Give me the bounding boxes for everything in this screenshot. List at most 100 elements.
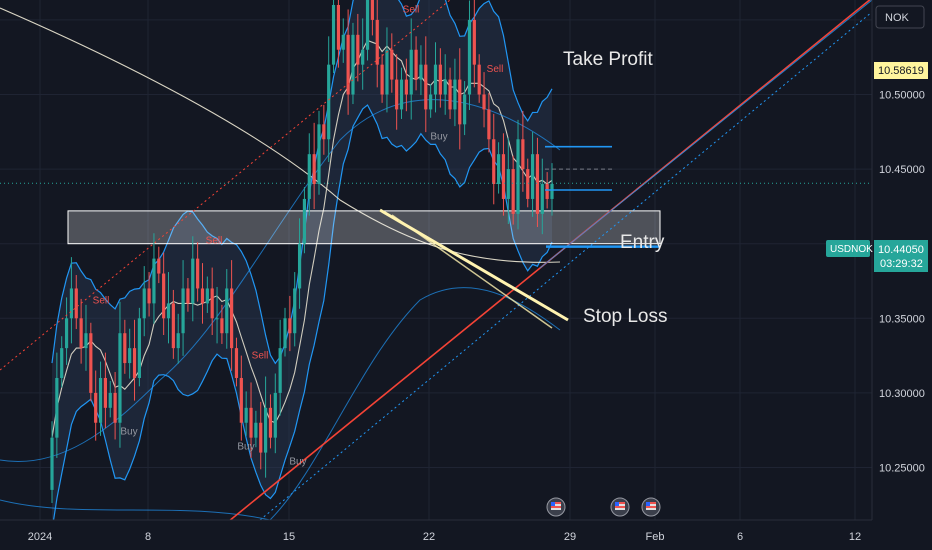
candle-body xyxy=(443,79,447,95)
candle-body xyxy=(526,169,530,199)
time-tick-label: Feb xyxy=(646,531,665,543)
candle-body xyxy=(414,49,418,80)
candle-body xyxy=(351,34,355,95)
candle-body xyxy=(60,348,64,378)
candle-body xyxy=(438,64,442,95)
candle-body xyxy=(317,124,321,185)
candle-body xyxy=(79,318,83,349)
candle-body xyxy=(302,198,307,244)
signal-sell: Sell xyxy=(487,64,504,75)
candle-body xyxy=(346,34,350,95)
candle-body xyxy=(453,79,457,110)
candle-body xyxy=(200,288,205,304)
candle-body xyxy=(327,64,331,140)
descending-trendline-inner xyxy=(391,214,553,329)
price-tick-label: 10.25000 xyxy=(879,463,925,475)
candle-body xyxy=(545,184,549,199)
long-moving-average xyxy=(0,7,561,263)
signal-buy: Buy xyxy=(120,427,137,438)
signal-buy: Buy xyxy=(237,442,254,453)
candle-body xyxy=(448,79,452,110)
candle-body xyxy=(540,184,544,214)
candle-body xyxy=(516,139,520,214)
candle-body xyxy=(157,258,161,274)
economic-events[interactable] xyxy=(546,497,661,517)
lower-band xyxy=(52,104,553,520)
price-tick-label: 10.50000 xyxy=(879,90,925,102)
candle-body xyxy=(550,184,554,199)
stop-loss-label: Stop Loss xyxy=(583,306,668,327)
candle-body xyxy=(390,49,394,80)
candle-body xyxy=(497,154,501,185)
candle-body xyxy=(55,377,59,438)
candle-body xyxy=(288,318,292,334)
candle-body xyxy=(356,34,360,65)
us-flag-icon[interactable] xyxy=(546,497,566,517)
us-flag-icon[interactable] xyxy=(641,497,661,517)
candle-body xyxy=(166,303,171,319)
candle-body xyxy=(433,64,438,95)
candle-body xyxy=(113,392,117,423)
candle-body xyxy=(142,288,146,319)
take-profit-label: Take Profit xyxy=(563,49,653,70)
candle-body xyxy=(395,79,399,110)
candle-body xyxy=(191,258,195,304)
time-axis[interactable]: 2024 8 15 22 29 Feb 6 12 xyxy=(28,531,861,543)
candle-body xyxy=(322,124,326,140)
candle-body xyxy=(297,243,302,289)
candle-body xyxy=(225,288,229,334)
currency-label: NOK xyxy=(885,12,910,24)
candle-body xyxy=(482,94,486,110)
us-flag-icon[interactable] xyxy=(610,497,630,517)
red-channel-dotted xyxy=(0,0,451,371)
signal-buy: Buy xyxy=(430,131,447,142)
last-price: 10.44050 xyxy=(878,244,924,256)
time-tick-label: 15 xyxy=(283,531,295,543)
candle-body xyxy=(263,407,268,453)
symbol-label: USDNOK xyxy=(830,244,873,255)
candle-body xyxy=(506,169,510,199)
time-tick-label: 12 xyxy=(849,531,861,543)
candle-body xyxy=(361,49,365,65)
candles xyxy=(50,0,554,504)
candle-body xyxy=(283,318,287,349)
candle-body xyxy=(535,154,540,214)
candle-body xyxy=(118,333,122,423)
currency-box[interactable]: NOK xyxy=(875,5,925,29)
candle-body xyxy=(492,139,496,185)
candle-body xyxy=(244,407,248,423)
candle-body xyxy=(307,154,311,199)
candle-body xyxy=(186,288,190,304)
candle-body xyxy=(249,407,253,438)
candle-body xyxy=(50,437,54,490)
candle-body xyxy=(152,258,156,304)
buy-sell-signals: Sell Buy Sell Sell Buy Buy Buy Sell Sell xyxy=(93,4,504,467)
take-profit-price: 10.58619 xyxy=(878,65,924,77)
candle-body xyxy=(220,318,224,334)
candle-body xyxy=(210,288,214,319)
support-zone[interactable] xyxy=(67,210,661,245)
candle-body xyxy=(501,154,506,199)
candle-body xyxy=(196,258,200,289)
candle-body xyxy=(424,64,428,110)
candle-body xyxy=(162,273,166,319)
signal-sell: Sell xyxy=(93,295,110,306)
candle-body xyxy=(458,79,462,125)
candle-body xyxy=(69,288,74,319)
time-tick-label: 22 xyxy=(423,531,435,543)
candle-body xyxy=(181,288,185,334)
candle-body xyxy=(472,19,476,65)
candle-body xyxy=(293,288,297,334)
candle-body xyxy=(521,139,525,170)
trade-overlays xyxy=(0,0,872,520)
blue-channel-line xyxy=(539,0,872,269)
candle-body xyxy=(215,318,219,320)
candle-body xyxy=(254,422,258,438)
candle-body xyxy=(128,348,132,364)
candle-body xyxy=(98,377,103,423)
symbol-tag: USDNOK xyxy=(826,240,873,257)
candle-body xyxy=(404,79,408,95)
candle-body xyxy=(331,4,336,65)
candle-body xyxy=(409,49,413,95)
